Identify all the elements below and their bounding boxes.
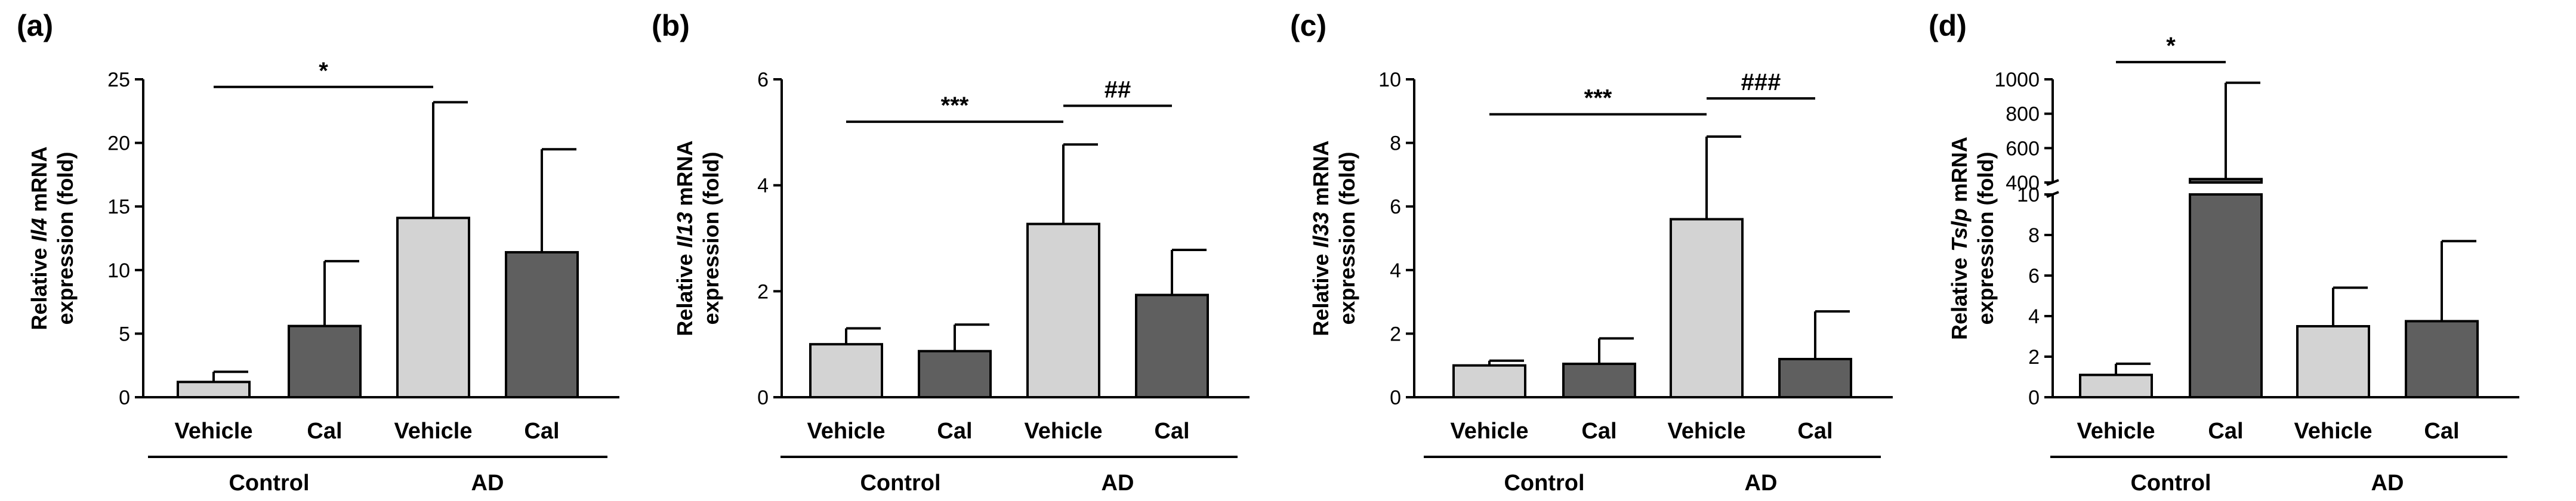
y-tick-label: 4 [2028,305,2040,328]
category-label: Cal [2208,419,2243,444]
y-tick-label: 6 [757,69,769,91]
category-label: Cal [1581,419,1616,444]
y-axis-title-line2: expression (fold) [53,151,78,324]
bar [2079,373,2153,398]
group-label: AD [1745,471,1778,496]
y-tick-label: 2 [757,280,769,303]
category-label: Cal [1797,419,1832,444]
y-tick-label: 1000 [1994,69,2040,91]
bar [1452,364,1526,399]
bar [1026,222,1100,398]
y-tick-label: 2 [1390,323,1401,345]
y-axis-title: Relative Il13 mRNA [672,140,697,336]
y-axis-title-line2: expression (fold) [1973,151,1998,324]
category-label: Vehicle [2294,419,2373,444]
y-tick-label: 2 [2028,346,2040,369]
y-axis-title: Relative Il4 mRNA [27,146,51,330]
y-tick-label: 0 [757,386,769,409]
y-tick-label: 20 [107,132,130,155]
panel-label: (b) [652,9,690,42]
significance-label: ## [1105,76,1131,103]
significance-label: * [319,58,328,84]
y-tick-label: 8 [2028,224,2040,247]
bar [1562,363,1636,398]
y-tick-label: 400 [2006,172,2040,194]
bar [2189,193,2263,398]
bar [2405,320,2479,398]
panel-3: (c) 0 2 4 6 8 10 Relative Il33 mRNA expression (… [1290,9,1893,496]
category-label: Vehicle [175,419,253,444]
bar [396,217,470,398]
y-tick-label: 6 [1390,196,1401,218]
category-label: Vehicle [394,419,473,444]
group-label: Control [860,471,940,496]
y-tick-label: 0 [1390,386,1401,409]
panel-1: (a) 0 5 10 15 20 25 Relative Il4 mRNA expression… [17,9,619,496]
y-tick-label: 10 [2017,184,2040,206]
group-label: Control [1504,471,1584,496]
y-tick-label: 8 [1390,132,1401,155]
bar [177,381,251,399]
group-label: AD [1102,471,1134,496]
bar [918,350,992,399]
category-label: Cal [307,419,342,444]
category-label: Vehicle [807,419,886,444]
significance-label: * [2166,33,2176,59]
bar [1670,218,1744,398]
panel-label: (a) [17,9,53,42]
y-tick-label: 0 [2028,386,2040,409]
category-label: Vehicle [1025,419,1103,444]
y-tick-label: 800 [2006,103,2040,126]
y-axis-title-line2: expression (fold) [1335,151,1359,324]
y-tick-label: 15 [107,196,130,218]
group-label: AD [471,471,504,496]
bar [1778,358,1852,398]
y-tick-label: 10 [1378,69,1401,91]
y-tick-label: 0 [119,386,130,409]
category-label: Cal [1154,419,1189,444]
group-label: AD [2371,471,2404,496]
y-tick-label: 5 [119,323,130,345]
y-axis-title: Relative Tslp mRNA [1947,137,1972,340]
y-axis-title-line2: expression (fold) [699,151,723,324]
category-label: Vehicle [1451,419,1529,444]
significance-label: *** [1584,85,1612,112]
y-tick-label: 10 [107,259,130,282]
category-label: Cal [937,419,972,444]
significance-label: *** [941,92,969,119]
panel-label: (d) [1929,9,1967,42]
y-tick-label: 4 [1390,259,1401,282]
category-label: Vehicle [1668,419,1746,444]
panel-2: (b) 0 2 4 6 Relative Il13 mRNA expression (fol… [652,9,1250,496]
significance-label: ### [1741,69,1781,95]
bar [2296,325,2370,398]
category-label: Cal [2424,419,2459,444]
category-label: Vehicle [2077,419,2155,444]
y-tick-label: 6 [2028,265,2040,287]
group-label: Control [2130,471,2211,496]
panel-label: (c) [1290,9,1326,42]
category-label: Cal [524,419,559,444]
group-label: Control [229,471,309,496]
y-tick-label: 4 [757,175,769,197]
y-tick-label: 600 [2006,137,2040,160]
bar [505,250,579,398]
bar [2189,178,2263,184]
y-tick-label: 25 [107,69,130,91]
y-axis-title: Relative Il33 mRNA [1309,140,1333,336]
bar [1135,293,1209,398]
bar [288,324,362,398]
bar [809,343,883,399]
